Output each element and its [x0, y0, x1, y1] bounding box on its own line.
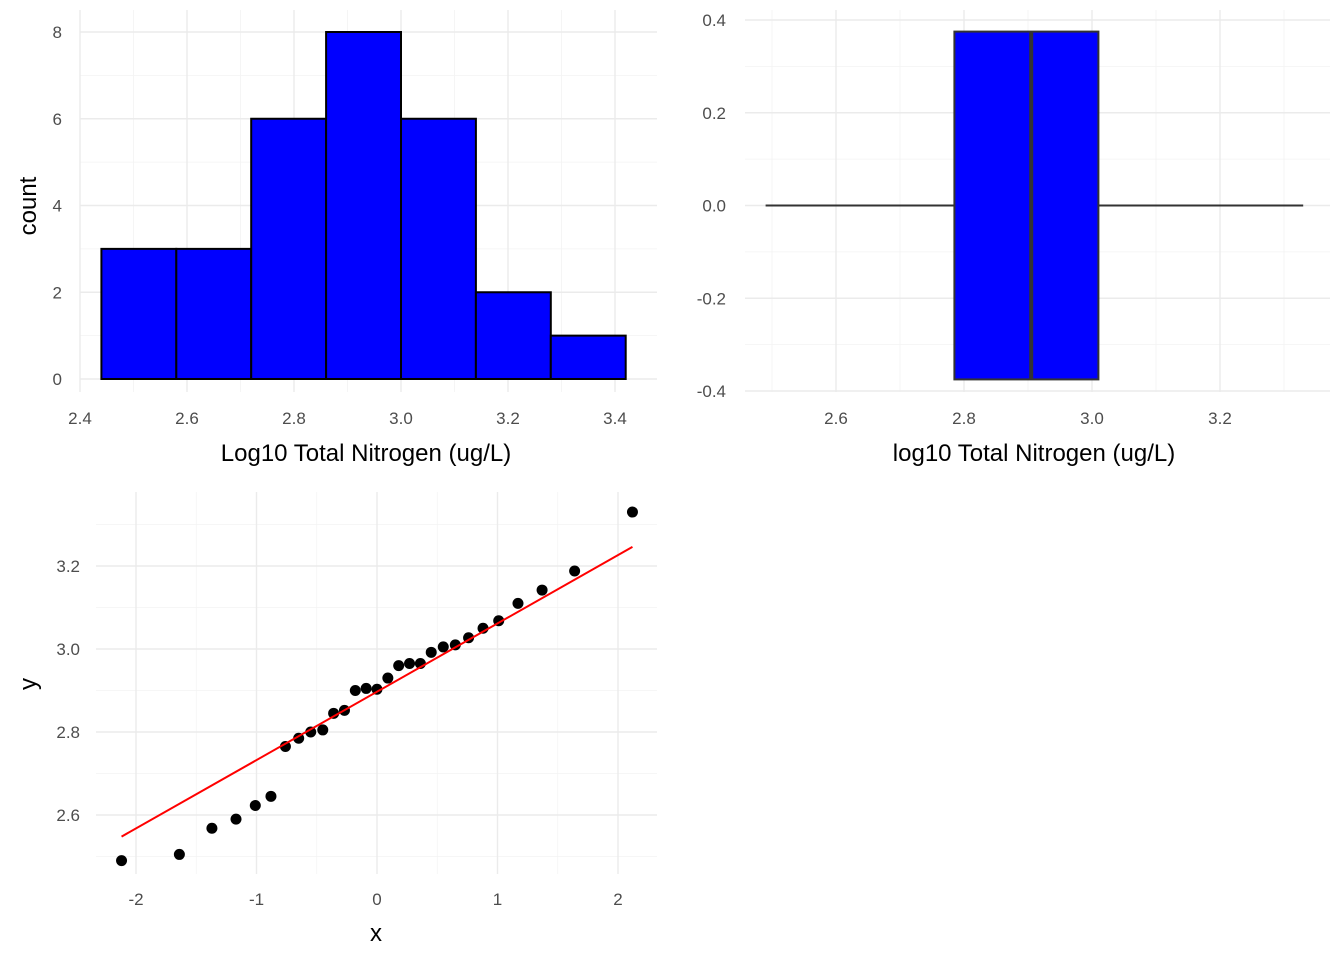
qq-point: [626, 506, 638, 518]
box-y-tick-label: 0.2: [702, 104, 726, 123]
hist-x-axis-title: Log10 Total Nitrogen (ug/L): [221, 440, 511, 467]
qq-y-tick-label: 3.2: [56, 557, 80, 576]
qq-y-tick-label: 3.0: [56, 640, 80, 659]
qq-point: [230, 813, 242, 825]
box-x-tick-label: 3.2: [1208, 409, 1232, 428]
box-x-tick-label: 2.6: [824, 409, 848, 428]
qq-point: [512, 597, 524, 609]
qq-point: [249, 799, 261, 811]
hist-x-tick-label: 2.4: [68, 409, 92, 428]
qq-point: [349, 685, 361, 696]
box-y-tick-label: 0.4: [702, 11, 726, 30]
qq-point: [569, 565, 581, 577]
hist-y-tick-label: 8: [53, 23, 62, 42]
box-x-tick-label: 2.8: [952, 409, 976, 428]
qq-x-axis-title: x: [370, 920, 382, 947]
histogram-bar: [325, 31, 403, 380]
qq-point: [425, 646, 437, 658]
qq-point: [360, 682, 372, 694]
box-body: [953, 30, 1100, 381]
histogram-bar: [549, 334, 627, 380]
qq-point: [404, 658, 416, 670]
box-y-tick-label: -0.4: [697, 382, 726, 401]
qq-point: [536, 584, 548, 596]
qq-point: [393, 660, 405, 672]
qq-y-tick-label: 2.6: [56, 806, 80, 825]
hist-y-axis-title: count: [15, 176, 42, 235]
hist-y-tick-label: 6: [53, 110, 62, 129]
hist-y-tick-label: 2: [53, 283, 62, 302]
box-x-tick-label: 3.0: [1080, 409, 1104, 428]
qq-point: [279, 741, 291, 753]
histogram-bar: [250, 117, 328, 380]
qq-x-tick-label: -1: [249, 890, 264, 909]
qq-point: [265, 790, 277, 802]
qq-point: [116, 855, 128, 867]
qq-y-axis-title: y: [15, 678, 42, 690]
box-y-tick-label: 0.0: [702, 197, 726, 216]
qq-x-tick-label: 2: [613, 890, 622, 909]
qq-reference-line: [121, 546, 633, 838]
qq-point: [449, 639, 461, 651]
hist-x-tick-label: 3.4: [603, 409, 627, 428]
hist-y-tick-label: 4: [53, 197, 62, 216]
histogram-bar: [400, 117, 477, 380]
qq-x-tick-label: 1: [493, 890, 502, 909]
box-x-axis-title: log10 Total Nitrogen (ug/L): [893, 440, 1175, 467]
qq-x-tick-label: -2: [128, 890, 143, 909]
qq-point: [328, 707, 340, 719]
qq-point: [382, 672, 394, 684]
qq-point: [305, 726, 317, 738]
qq-x-tick-label: 0: [372, 890, 381, 909]
qq-point: [317, 724, 329, 736]
hist-y-tick-label: 0: [53, 370, 62, 389]
histogram-bar: [474, 291, 552, 380]
hist-x-tick-label: 3.0: [389, 409, 413, 428]
qq-point: [206, 822, 218, 834]
hist-x-tick-label: 2.8: [282, 409, 306, 428]
hist-x-tick-label: 2.6: [175, 409, 199, 428]
qq-y-tick-label: 2.8: [56, 723, 80, 742]
histogram-bar: [175, 247, 253, 380]
box-y-tick-label: -0.2: [697, 289, 726, 308]
qq-point: [173, 848, 185, 860]
qq-point: [371, 683, 383, 695]
qq-point: [437, 641, 449, 653]
hist-x-tick-label: 3.2: [496, 409, 520, 428]
histogram-bar: [100, 247, 178, 380]
